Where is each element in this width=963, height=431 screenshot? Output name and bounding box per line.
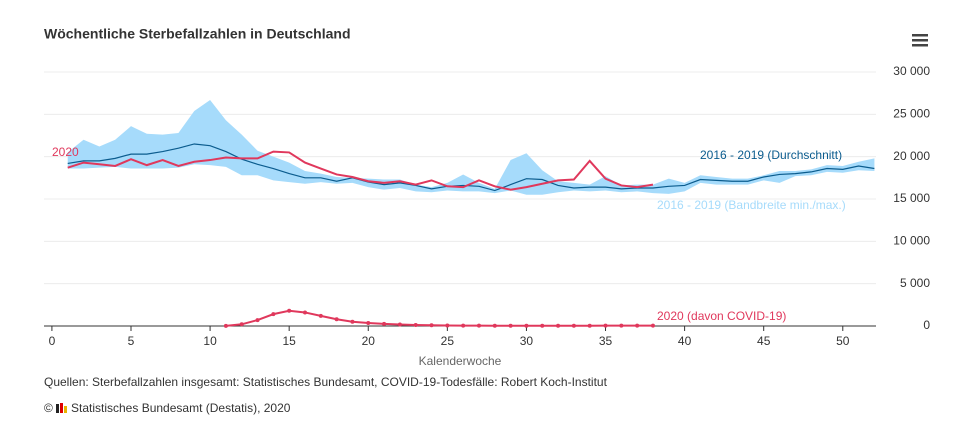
marker	[350, 319, 355, 324]
series-label: 2016 - 2019 (Durchschnitt)	[700, 148, 842, 162]
source: Quellen: Sterbefallzahlen insgesamt: Sta…	[44, 375, 608, 389]
x-tick-label: 20	[362, 334, 376, 348]
menu-bar[interactable]	[912, 34, 928, 37]
range-band	[67, 99, 875, 195]
band-label: 2016 - 2019 (Bandbreite min./max.)	[657, 198, 846, 212]
marker	[476, 323, 481, 328]
x-tick-label: 25	[441, 334, 455, 348]
marker	[382, 321, 387, 326]
marker	[571, 323, 576, 328]
marker	[492, 323, 497, 328]
marker	[271, 312, 276, 317]
x-tick-label: 35	[599, 334, 613, 348]
marker	[429, 323, 434, 328]
y-tick-label: 0	[923, 318, 930, 332]
x-axis-title: Kalenderwoche	[419, 354, 502, 368]
menu-bar[interactable]	[912, 39, 928, 42]
copyright: ©	[44, 401, 53, 415]
series-label: 2020	[52, 145, 79, 159]
marker	[619, 323, 624, 328]
line	[67, 150, 654, 191]
chart-title: Wöchentliche Sterbefallzahlen in Deutsch…	[44, 26, 351, 42]
marker	[334, 317, 339, 322]
marker	[445, 323, 450, 328]
marker	[413, 322, 418, 327]
marker	[461, 323, 466, 328]
marker	[366, 321, 371, 326]
marker	[397, 322, 402, 327]
marker	[239, 322, 244, 327]
x-tick-label: 50	[836, 334, 850, 348]
line	[225, 309, 653, 327]
logo	[56, 403, 67, 413]
marker	[524, 323, 529, 328]
marker	[650, 323, 655, 328]
x-tick-label: 10	[203, 334, 217, 348]
marker	[540, 323, 545, 328]
marker	[287, 308, 292, 313]
marker	[603, 323, 608, 328]
menu-bar[interactable]	[912, 44, 928, 47]
logo-bar	[64, 406, 67, 413]
marker	[302, 310, 307, 315]
marker	[556, 323, 561, 328]
y-tick-label: 10 000	[893, 234, 930, 248]
x-tick-label: 15	[282, 334, 296, 348]
y-tick-label: 5 000	[900, 276, 930, 290]
y-tick-label: 30 000	[893, 64, 930, 78]
marker	[635, 323, 640, 328]
logo-bar	[56, 404, 59, 413]
y-tick-label: 15 000	[893, 191, 930, 205]
y-tick-label: 20 000	[893, 149, 930, 163]
x-tick-label: 0	[49, 334, 56, 348]
logo-bar	[60, 403, 63, 413]
line	[67, 143, 875, 192]
x-tick-label: 30	[520, 334, 534, 348]
marker	[223, 323, 228, 328]
x-tick-label: 40	[678, 334, 692, 348]
marker	[318, 313, 323, 318]
x-tick-label: 5	[128, 334, 135, 348]
series-label: 2020 (davon COVID-19)	[657, 309, 786, 323]
menu-button[interactable]	[910, 32, 930, 48]
y-tick-label: 25 000	[893, 107, 930, 121]
marker	[508, 323, 513, 328]
marker	[587, 323, 592, 328]
credit: Statistisches Bundesamt (Destatis), 2020	[71, 401, 291, 415]
marker	[255, 318, 260, 323]
x-tick-label: 45	[757, 334, 771, 348]
